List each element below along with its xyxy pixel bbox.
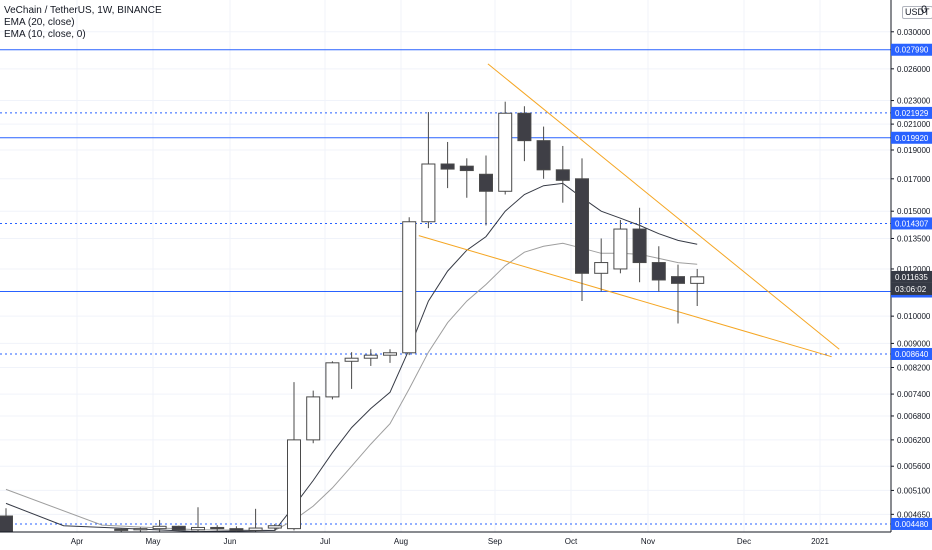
candle-body — [555, 169, 570, 181]
candle-body — [498, 112, 513, 192]
price-tick-label: 0.007400 — [897, 390, 931, 399]
price-tick-label: 0.009000 — [897, 339, 931, 348]
candle-body — [210, 526, 225, 530]
candle-body — [594, 262, 609, 274]
price-tick-label: 0.019000 — [897, 146, 931, 155]
last-price-label: 0.011635 — [895, 273, 928, 282]
time-tick-label: May — [145, 537, 160, 546]
candle-body — [671, 276, 685, 284]
trendline — [418, 235, 832, 358]
ema20-legend-label[interactable]: EMA (20, close) — [4, 17, 75, 28]
candle-body — [344, 357, 359, 362]
candle-body — [479, 173, 493, 192]
time-tick-label: Aug — [394, 537, 408, 546]
price-tick-label: 0.006200 — [897, 436, 931, 445]
candle-body — [171, 525, 186, 531]
candle-body — [229, 528, 244, 531]
price-tick-label: 0.030000 — [897, 28, 931, 37]
candle-body — [517, 112, 532, 142]
level-price-label-bg — [891, 131, 932, 144]
price-tick-label: 0.005600 — [897, 462, 931, 471]
price-tick-label: 0.017000 — [897, 175, 931, 184]
price-tick-label: 0.012000 — [897, 265, 931, 274]
candle-body — [306, 396, 321, 441]
candle-body — [575, 178, 589, 274]
candle-body — [421, 163, 436, 223]
level-price-label-bg — [891, 517, 932, 530]
time-tick-label: 2021 — [811, 537, 829, 546]
price-tick-label: 0.023000 — [897, 97, 931, 106]
level-price-label-bg — [891, 217, 932, 230]
level-price-label: 0.008640 — [895, 350, 929, 359]
time-tick-label: Jun — [224, 537, 237, 546]
level-price-label: 0.021929 — [895, 109, 929, 118]
ema10-legend-label[interactable]: EMA (10, close, 0) — [4, 29, 86, 40]
candle-body — [383, 352, 397, 356]
candle-body — [402, 221, 417, 354]
level-price-label: 0.014307 — [895, 219, 929, 228]
candle-body — [651, 262, 666, 281]
level-price-label-bg — [891, 43, 932, 56]
time-tick-label: Oct — [565, 537, 578, 546]
candle-body — [114, 528, 129, 531]
time-tick-label: Apr — [71, 537, 84, 546]
time-axis-panel — [0, 532, 891, 550]
candle-body — [440, 163, 455, 170]
candle-body — [0, 515, 13, 534]
candle-body — [248, 527, 263, 531]
countdown-label-bg — [891, 282, 932, 295]
candle-body — [363, 354, 378, 359]
candle-body — [287, 439, 301, 530]
level-price-label: 0.019920 — [895, 134, 929, 143]
candle-body — [536, 140, 551, 171]
currency-badge[interactable]: USDT — [902, 6, 932, 19]
price-tick-label: 0.008200 — [897, 364, 931, 373]
time-tick-label: Nov — [641, 537, 655, 546]
symbol-title[interactable]: VeChain / TetherUS, 1W, BINANCE — [4, 5, 162, 16]
level-price-label: 0.027990 — [895, 46, 929, 55]
time-tick-label: Dec — [737, 537, 751, 546]
chart-legend: VeChain / TetherUS, 1W, BINANCE EMA (20,… — [4, 5, 162, 41]
trendline — [487, 63, 840, 350]
price-tick-label: 0.004650 — [897, 510, 931, 519]
candle-body — [152, 525, 167, 530]
settings-icon[interactable]: 0 — [921, 4, 928, 16]
price-tick-label: 0.013500 — [897, 234, 931, 243]
candle-body — [191, 526, 205, 531]
candle-body — [325, 362, 340, 398]
countdown-label: 03:06:02 — [895, 285, 927, 294]
price-tick-label: 0.005100 — [897, 486, 931, 495]
time-tick-label: Sep — [488, 537, 503, 546]
candle-body — [459, 165, 474, 172]
price-tick-label: 0.026000 — [897, 65, 931, 74]
candle-body — [133, 528, 148, 531]
time-tick-label: Jul — [320, 537, 330, 546]
last-price-label-bg — [891, 270, 932, 283]
candle-body — [613, 228, 628, 270]
price-tick-label: 0.015000 — [897, 207, 931, 216]
candle-body — [690, 276, 705, 284]
level-price-label-bg — [891, 347, 932, 360]
price-tick-label: 0.021000 — [897, 120, 931, 129]
price-tick-label: 0.006800 — [897, 412, 931, 421]
level-price-label: 0.004480 — [895, 520, 929, 529]
price-tick-label: 0.010000 — [897, 312, 931, 321]
candle-body — [267, 525, 282, 529]
candle-body — [632, 228, 647, 264]
level-price-label-bg — [891, 106, 932, 119]
